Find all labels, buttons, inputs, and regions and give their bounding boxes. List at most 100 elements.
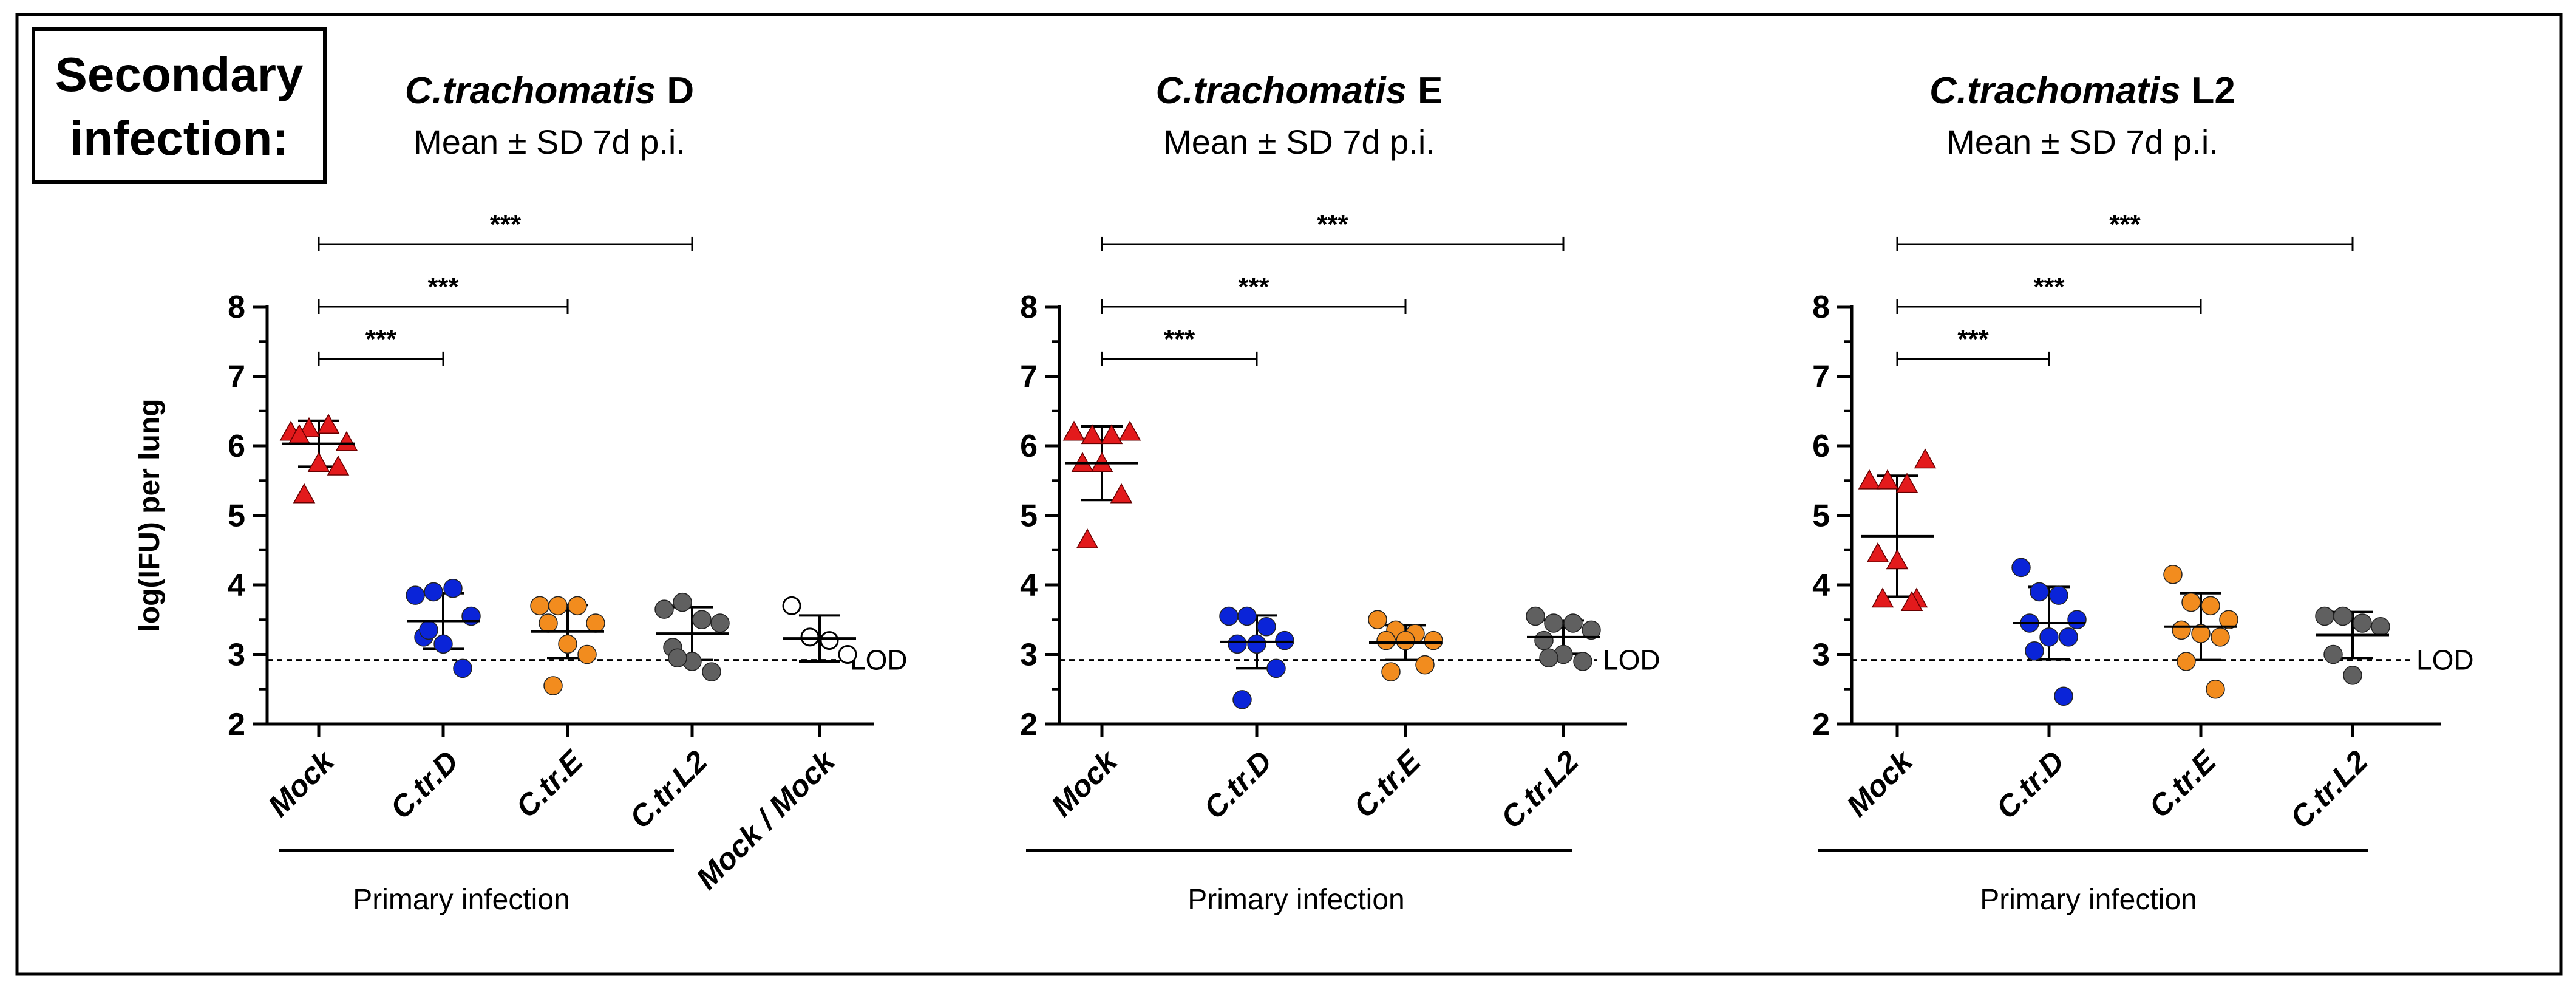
- data-point-c-tr-e: [568, 596, 587, 616]
- y-tick-label: 5: [1020, 499, 1038, 534]
- y-tick-label: 2: [1812, 707, 1830, 742]
- panel-subtitle: Mean ± SD 7d p.i.: [413, 123, 685, 161]
- panel-title-organism: C.trachomatis: [405, 70, 656, 112]
- data-point-c-tr-d: [1219, 606, 1239, 626]
- data-point-c-tr-e: [1368, 610, 1387, 629]
- data-point-c-tr-e: [1381, 662, 1401, 681]
- data-point-c-tr-e: [2181, 592, 2201, 612]
- data-point-c-tr-e: [2219, 610, 2238, 629]
- y-tick-label: 6: [1812, 429, 1830, 464]
- data-point-c-tr-d: [1232, 690, 1252, 709]
- data-point-mock: [1062, 420, 1086, 441]
- y-tick-label: 2: [1020, 707, 1038, 742]
- data-point-c-tr-d: [2039, 627, 2059, 647]
- data-point-c-tr-l2: [2333, 606, 2353, 626]
- data-point-mock: [1118, 420, 1141, 441]
- data-point-c-tr-d: [1257, 616, 1276, 637]
- y-tick-label: 4: [1020, 568, 1038, 603]
- data-point-mock-mock: [838, 645, 857, 664]
- panel-d: C.trachomatis D Mean ± SD 7d p.i. log(IFU) …: [134, 70, 908, 916]
- data-point-c-tr-e: [530, 596, 549, 616]
- data-point-c-tr-l2: [2315, 606, 2334, 626]
- data-point-c-tr-e: [1415, 655, 1435, 675]
- y-tick-label: 7: [1812, 360, 1830, 395]
- y-tick-label: 5: [1812, 499, 1830, 534]
- y-tick-label: 3: [1812, 638, 1830, 673]
- panel-title-strain: D: [667, 70, 694, 112]
- data-point-c-tr-d: [453, 658, 472, 678]
- y-tick-label: 6: [1020, 429, 1038, 464]
- box-title-line1: Secondary: [55, 47, 304, 101]
- y-tick-label: 6: [228, 429, 245, 464]
- primary-infection-label: Primary infection: [1980, 884, 2197, 916]
- significance-label: ***: [1238, 272, 1269, 302]
- data-point-c-tr-e: [2191, 624, 2211, 643]
- data-point-c-tr-e: [2163, 565, 2183, 584]
- data-point-mock-mock: [782, 596, 801, 615]
- data-point-c-tr-e: [2206, 680, 2225, 699]
- data-point-c-tr-d: [1275, 630, 1294, 650]
- significance-label: ***: [365, 324, 397, 354]
- data-point-c-tr-e: [1376, 630, 1396, 650]
- panel-title: C.trachomatis E: [1156, 70, 1443, 112]
- primary-infection-label: Primary infection: [1188, 884, 1404, 916]
- significance-bracket: ***: [1101, 324, 1258, 366]
- y-tick-label: 8: [228, 290, 245, 325]
- data-point-c-tr-l2: [1526, 606, 1545, 626]
- significance-bracket: ***: [1101, 272, 1407, 314]
- panel-title-strain: E: [1418, 70, 1443, 112]
- data-point-c-tr-d: [1237, 606, 1257, 626]
- data-point-c-tr-d: [2030, 582, 2049, 602]
- data-point-c-tr-d: [2054, 686, 2073, 706]
- panel-title-organism: C.trachomatis: [1156, 70, 1407, 112]
- panel-title-organism: C.trachomatis: [1929, 70, 2180, 112]
- data-point-mock: [293, 483, 316, 504]
- y-tick-label: 4: [228, 568, 245, 603]
- data-point-mock: [317, 414, 340, 434]
- data-point-mock-mock: [820, 631, 839, 650]
- data-point-c-tr-l2: [1534, 630, 1554, 650]
- data-point-c-tr-d: [2049, 585, 2068, 605]
- data-point-c-tr-d: [1247, 634, 1266, 654]
- data-point-mock: [1886, 549, 1909, 570]
- data-point-mock: [1100, 424, 1123, 445]
- data-point-c-tr-d: [443, 578, 463, 598]
- data-point-c-tr-d: [1266, 658, 1286, 678]
- data-point-c-tr-l2: [2353, 613, 2372, 633]
- primary-infection-label: Primary infection: [353, 884, 569, 916]
- data-point-c-tr-e: [539, 613, 558, 633]
- data-point-mock: [1895, 473, 1918, 493]
- data-point-c-tr-l2: [2343, 666, 2362, 685]
- data-point-c-tr-l2: [2323, 644, 2343, 664]
- data-point-c-tr-e: [2172, 620, 2191, 640]
- y-axis-label: log(IFU) per lung: [134, 399, 166, 632]
- data-point-c-tr-e: [577, 644, 597, 664]
- data-point-c-tr-e: [543, 676, 563, 695]
- y-tick-label: 2: [228, 707, 245, 742]
- data-point-c-tr-d: [419, 620, 438, 640]
- y-tick-label: 3: [1020, 638, 1038, 673]
- significance-bracket: ***: [1896, 272, 2202, 314]
- secondary-infection-box: Secondary infection:: [32, 27, 327, 184]
- significance-label: ***: [1317, 210, 1348, 239]
- data-point-c-tr-d: [406, 585, 425, 605]
- data-point-c-tr-l2: [1539, 648, 1558, 667]
- data-point-c-tr-d: [461, 606, 481, 626]
- y-tick-label: 4: [1812, 568, 1830, 603]
- panel-title: C.trachomatis L2: [1929, 70, 2235, 112]
- significance-bracket: ***: [1896, 210, 2354, 251]
- data-point-c-tr-l2: [1563, 613, 1583, 633]
- significance-label: ***: [2033, 272, 2065, 302]
- data-point-c-tr-l2: [692, 610, 712, 629]
- data-point-c-tr-l2: [668, 648, 687, 667]
- data-point-c-tr-e: [2201, 596, 2220, 616]
- lod-label: LOD: [2416, 644, 2474, 676]
- data-point-c-tr-l2: [1544, 613, 1563, 633]
- y-tick-label: 5: [228, 499, 245, 534]
- significance-bracket: ***: [1101, 210, 1565, 251]
- data-point-c-tr-l2: [710, 613, 730, 633]
- panel-subtitle: Mean ± SD 7d p.i.: [1946, 123, 2218, 161]
- data-point-c-tr-d: [433, 634, 453, 654]
- data-point-c-tr-l2: [673, 592, 692, 612]
- data-point-c-tr-e: [586, 613, 605, 633]
